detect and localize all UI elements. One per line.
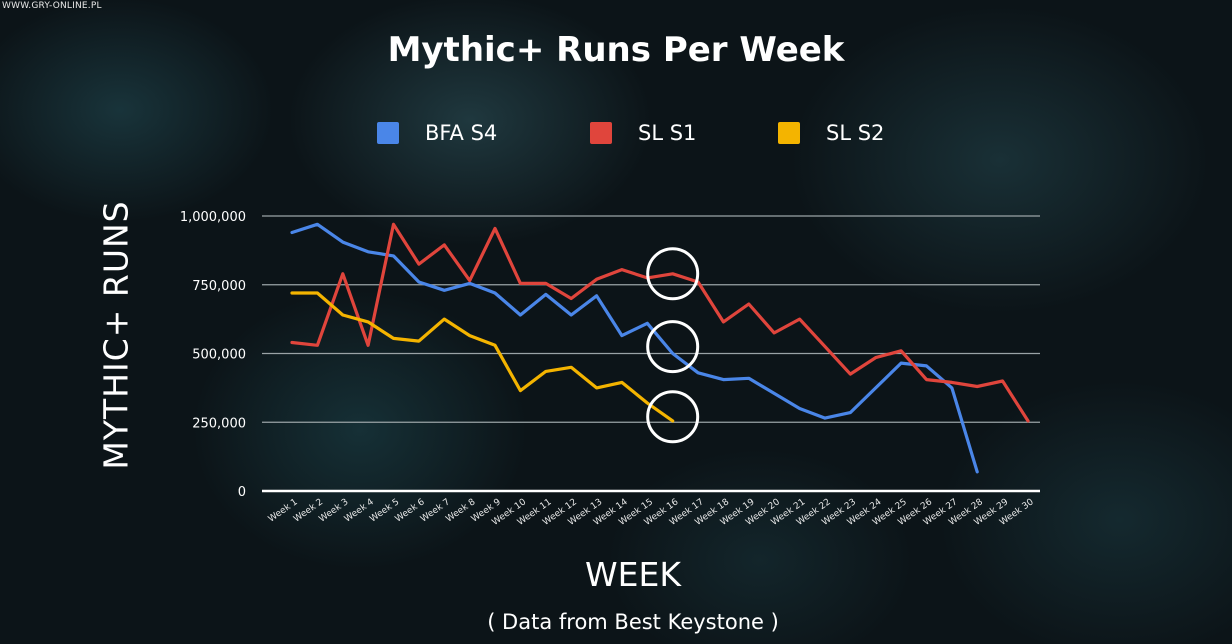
watermark: WWW.GRY-ONLINE.PL [2, 1, 102, 11]
legend: BFA S4 SL S1 SL S2 [0, 118, 1232, 148]
y-tick-label: 1,000,000 [180, 210, 246, 225]
legend-label-bfa-s4: BFA S4 [425, 121, 498, 145]
series-line-sl-s1 [290, 222, 1030, 423]
legend-label-sl-s1: SL S1 [638, 121, 697, 145]
legend-item-bfa-s4: BFA S4 [377, 118, 497, 148]
y-tick-label: 500,000 [192, 348, 246, 363]
series-lines [290, 222, 1030, 474]
legend-label-sl-s2: SL S2 [826, 121, 885, 145]
highlight-circle [646, 320, 700, 374]
x-axis-label: WEEK [585, 555, 681, 594]
annotations [646, 247, 700, 444]
y-tick-label: 0 [238, 485, 246, 500]
legend-item-sl-s1: SL S1 [590, 118, 696, 148]
source-note: ( Data from Best Keystone ) [487, 610, 779, 634]
legend-item-sl-s2: SL S2 [778, 118, 884, 148]
y-tick-label: 750,000 [192, 279, 246, 294]
legend-swatch-sl-s2 [778, 122, 800, 144]
highlight-circle [646, 247, 700, 301]
legend-swatch-bfa-s4 [377, 122, 399, 144]
chart-title: Mythic+ Runs Per Week [387, 30, 845, 70]
series-line-bfa-s4 [290, 222, 979, 474]
grid-lines [262, 215, 1040, 493]
highlight-circle [646, 390, 700, 444]
y-axis-ticks: 0 250,000 500,000 750,000 1,000,000 [180, 210, 246, 500]
y-tick-label: 250,000 [192, 416, 246, 431]
series-line-sl-s2 [290, 291, 675, 423]
legend-swatch-sl-s1 [590, 122, 612, 144]
